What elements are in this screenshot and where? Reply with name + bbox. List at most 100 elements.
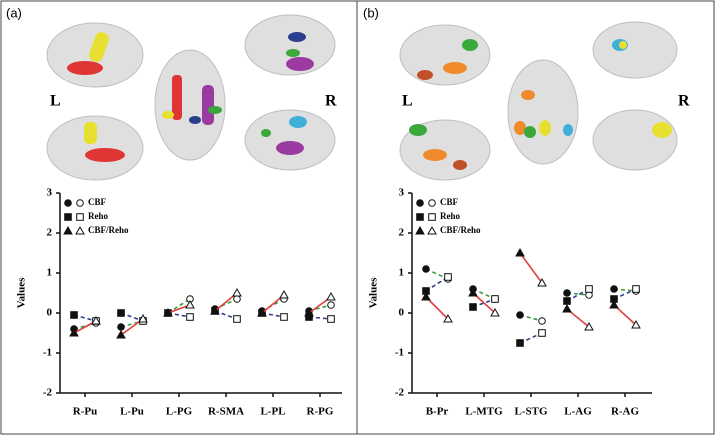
pair-line [167,304,191,314]
hemisphere-label: L [402,93,413,110]
marker [631,319,641,329]
marker [515,247,525,257]
marker [610,285,618,293]
y-tick-label: 1 [399,267,405,279]
pair-line [73,322,97,330]
marker [421,291,431,301]
marker [422,265,430,273]
hemisphere-label: R [325,93,337,110]
marker [416,213,424,221]
marker [63,225,73,235]
y-axis-label: Values [368,277,380,308]
hemisphere-label: R [678,93,690,110]
marker [233,315,241,323]
legend-label: Reho [440,211,460,221]
marker [327,315,335,323]
marker [584,321,594,331]
marker [257,307,267,317]
marker [538,317,546,325]
y-tick-label: 1 [47,267,53,279]
marker [280,313,288,321]
y-tick-label: 2 [47,227,53,239]
marker [537,277,547,287]
marker [443,313,453,323]
y-tick-label: 3 [47,187,53,199]
marker [585,285,593,293]
x-tick-label: R-AG [611,406,640,418]
marker [563,297,571,305]
marker [76,199,84,207]
marker [233,295,241,303]
marker [117,309,125,317]
x-tick-label: L-MTG [465,406,503,418]
pair-line [167,298,191,314]
marker [69,327,79,337]
x-tick-label: L-Pu [120,406,144,418]
marker [444,273,452,281]
marker [64,213,72,221]
legend-label: CBF [88,197,107,207]
x-tick-label: L-STG [514,406,547,418]
marker [491,295,499,303]
hemisphere-label: L [50,93,61,110]
marker [279,289,289,299]
marker [427,225,437,235]
marker [64,199,72,207]
marker [490,307,500,317]
brain-views [46,14,336,181]
marker [185,299,195,309]
marker [468,287,478,297]
marker [609,299,619,309]
x-tick-label: L-PG [166,406,193,418]
x-tick-label: L-PL [260,406,285,418]
marker [210,305,220,315]
marker [138,313,148,323]
marker [428,199,436,207]
brain-views [399,21,678,181]
marker [117,323,125,331]
marker [632,285,640,293]
marker [91,315,101,325]
y-tick-label: 0 [47,307,53,319]
y-tick-label: 0 [399,307,405,319]
y-axis-label: Values [16,277,28,308]
marker [538,329,546,337]
marker [563,289,571,297]
pair-line [120,320,144,328]
marker [76,213,84,221]
marker [304,307,314,317]
x-tick-label: R-Pu [73,406,97,418]
pair-line [425,296,449,320]
y-tick-label: 2 [399,227,405,239]
marker [327,301,335,309]
marker [232,287,242,297]
legend-label: CBF/Reho [440,225,481,235]
marker [163,307,173,317]
y-tick-label: -1 [43,347,52,359]
y-tick-label: 3 [399,187,405,199]
marker [562,303,572,313]
marker [516,339,524,347]
legend-label: Reho [88,211,108,221]
marker [75,225,85,235]
marker [186,313,194,321]
x-tick-label: B-Pr [426,406,449,418]
y-tick-label: -2 [43,387,53,399]
x-tick-label: L-AG [564,406,592,418]
pair-line [519,252,543,284]
legend-label: CBF [440,197,459,207]
y-tick-label: -2 [395,387,405,399]
marker [415,225,425,235]
pair-line [519,314,543,322]
marker [516,311,524,319]
legend-label: CBF/Reho [88,225,129,235]
panel-label: (b) [363,5,379,20]
x-tick-label: R-PG [307,406,334,418]
marker [416,199,424,207]
marker [469,303,477,311]
marker [428,213,436,221]
panel-label: (a) [6,5,22,20]
x-tick-label: R-SMA [208,406,244,418]
marker [116,329,126,339]
